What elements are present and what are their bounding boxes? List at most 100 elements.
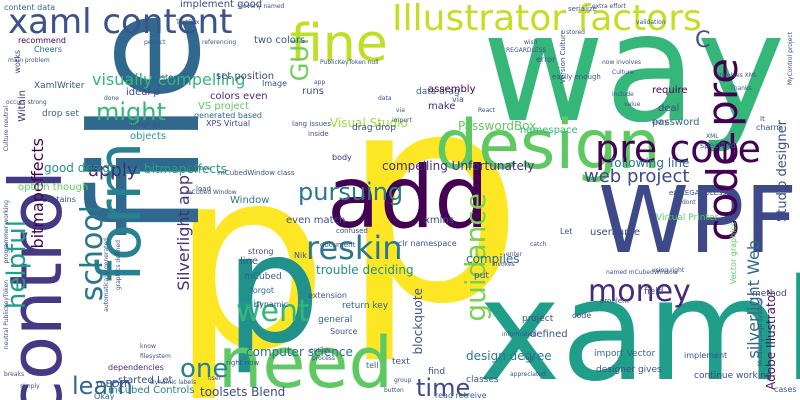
word-mcubed-controls: mCubed Controls <box>108 385 195 396</box>
word-stored: stored <box>566 29 585 36</box>
word-reskin: reskin <box>306 229 403 267</box>
word-find: find <box>428 367 446 377</box>
word-log: log <box>524 355 534 362</box>
word-continue-working: continue working <box>694 371 772 381</box>
word-information: information <box>502 331 537 338</box>
word-know: know <box>140 343 156 350</box>
word-visual-studio: Visual Studio <box>330 116 408 130</box>
word-include: include <box>612 91 634 98</box>
word-put: put <box>474 271 489 281</box>
word-fine: fine <box>290 14 388 74</box>
word-dont: dont <box>682 199 696 206</box>
word-enter: enter <box>506 251 523 258</box>
word-mycontrol-project: MyControl project <box>787 32 794 86</box>
word-p: p <box>170 114 329 400</box>
word-charm: charm <box>756 123 782 132</box>
word-read-retreive: read retreive <box>435 391 487 400</box>
word-filesystem: filesystem <box>140 353 171 360</box>
word-p: p <box>340 31 525 368</box>
word-content-data: content data <box>4 3 56 12</box>
word-neutral-publickeytoken: neutral PublicKeyToken <box>3 280 10 350</box>
word-graphics-defined: graphics defined <box>115 240 122 291</box>
word-lang-issues: lang issues <box>292 120 331 128</box>
word-money: money <box>588 274 691 309</box>
word-specified: specified <box>700 141 736 150</box>
word-strong: strong <box>248 247 274 256</box>
word-cheers: Cheers <box>34 45 62 54</box>
word-line: line <box>240 256 259 267</box>
word-data-drag: data drag <box>416 87 460 97</box>
word-user: user <box>208 375 222 382</box>
word-field: field <box>644 287 664 297</box>
word-started-let: started Let <box>118 375 173 386</box>
word-general: general <box>318 315 353 325</box>
word-need: need <box>218 322 393 400</box>
word-version-culture: Version Culture <box>559 30 567 84</box>
word-now-involves: now involves <box>602 59 642 66</box>
word-appreciated: appreciated <box>510 371 546 378</box>
word-classes: classes <box>466 375 499 385</box>
word-colors-even: colors even <box>210 91 268 102</box>
word-option: option <box>310 347 329 354</box>
word-drop-set: drop set <box>42 109 80 119</box>
word-mcubed-window: mCubed Window <box>186 189 237 196</box>
word-okay: Okay <box>94 392 115 400</box>
word-import-vector: import Vector <box>594 349 656 359</box>
word-regardless: REGARDLESS <box>506 47 547 54</box>
word-pre-code: pre code <box>595 127 762 171</box>
word-value: value <box>624 101 641 108</box>
word-source: Source <box>330 327 358 336</box>
word-passwordbox: PasswordBox <box>458 119 537 133</box>
word-image: Image <box>262 79 288 88</box>
word-named-mcubedwindow: named mCubedWindow <box>606 269 678 276</box>
word-tell: tell <box>366 361 379 370</box>
word-blockquote: blockquote <box>411 288 425 355</box>
word-web-project: web project <box>584 166 690 187</box>
word-compelling-unfortunately: compelling Unfortunately <box>382 159 535 173</box>
word-dependencies: dependencies <box>108 363 164 372</box>
word-culture: Culture <box>612 69 634 76</box>
word-document: document <box>320 241 356 249</box>
word-en-regardless: en REGARDLESS <box>669 189 727 197</box>
word-via: via <box>452 95 464 104</box>
word-button: button <box>384 387 404 394</box>
word-data: data <box>378 95 392 102</box>
word-following-line: following line <box>610 156 690 170</box>
word-vector-graphics: Vector graphics <box>729 222 738 285</box>
word-implement: implement <box>684 351 728 360</box>
word-even-match: even match <box>286 215 346 226</box>
word-cleverly-named: cleverly named <box>238 3 285 10</box>
word-thanks: Thanks <box>730 85 752 92</box>
word-bitmapeffects: bitmapeffects <box>28 138 47 249</box>
word-trouble-deciding: trouble deciding <box>316 263 414 277</box>
word-went: went <box>236 294 310 329</box>
word-system: system <box>152 73 181 82</box>
word-visually-compelling: visually compelling <box>92 70 246 89</box>
word-mcubedwindow-class: mCubedWindow class <box>218 169 295 177</box>
word-wish: wish <box>524 39 538 46</box>
word-simply: simply <box>20 383 40 390</box>
word-xaml-content: xaml content <box>8 2 233 42</box>
word-confused: confused <box>336 227 368 235</box>
word-project: project <box>522 314 554 324</box>
word-cases: cases <box>774 385 797 394</box>
word-design: design <box>435 106 661 185</box>
word-way: way <box>482 0 786 156</box>
word-extra-effort: extra effort <box>592 3 626 10</box>
word-window: Window <box>230 195 270 206</box>
word-text: text <box>392 357 410 367</box>
word-via: via <box>396 107 405 114</box>
word-add: add <box>327 148 489 248</box>
word-serialize: serialize <box>568 5 597 13</box>
word-recommend: recommend <box>18 36 66 45</box>
word-code: code <box>572 311 592 320</box>
word-main-problem: main problem <box>8 57 50 64</box>
word-password: password <box>652 117 700 128</box>
word-multilanguage-system: Multilanguage system <box>757 300 764 367</box>
word-right-now: right now <box>226 359 260 367</box>
word-studio-designer: Studio designer <box>775 120 790 223</box>
word-good-design: good design <box>44 161 118 175</box>
word-return-key: return key <box>342 301 389 311</box>
word-assembly: assembly <box>428 84 476 95</box>
